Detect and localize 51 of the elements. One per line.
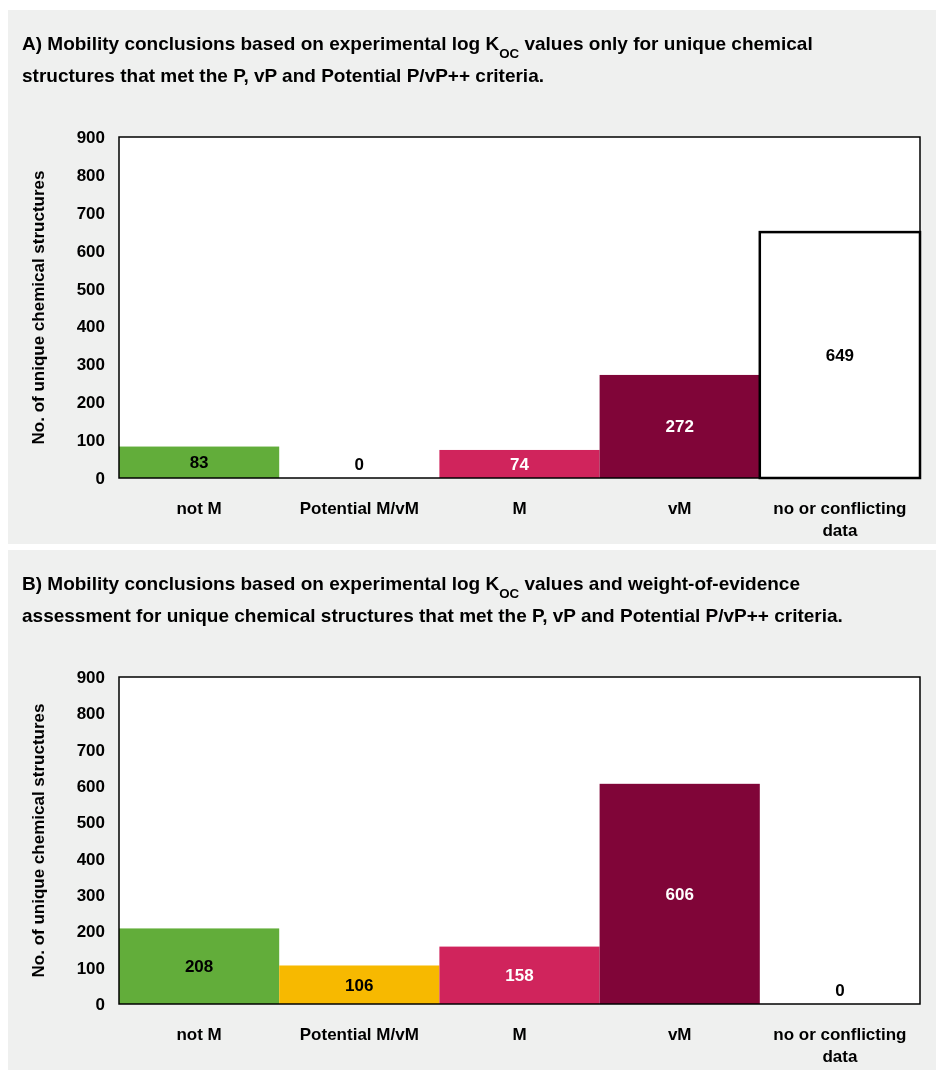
x-tick-label: M <box>512 499 527 518</box>
bar <box>279 965 440 1004</box>
y-tick-label: 200 <box>76 393 105 413</box>
bar <box>119 928 280 1004</box>
y-tick-label: 700 <box>76 203 105 223</box>
y-tick-label: 600 <box>76 241 105 261</box>
data-label: 106 <box>345 975 374 995</box>
y-axis-title: No. of unique chemical structures <box>29 170 48 445</box>
y-tick-label: 100 <box>76 431 105 451</box>
y-tick-label: 100 <box>76 958 105 978</box>
y-tick-label: 400 <box>76 317 105 337</box>
x-tick-label: not M <box>176 499 222 518</box>
chart-title: A) Mobility conclusions based on experimental log K$_{OC}$ values only for unique chemical structures that met the P, vP and Potential P/vP++ criteria. <box>22 33 813 86</box>
x-tick-label: vM <box>667 1025 692 1044</box>
x-tick-label: no or conflicting data <box>773 499 907 540</box>
data-label: 208 <box>184 957 214 977</box>
y-tick-label: 900 <box>76 128 105 147</box>
y-tick-label: 300 <box>76 355 105 375</box>
data-label: 0 <box>835 981 845 1000</box>
data-label: 272 <box>665 417 694 437</box>
data-label: 83 <box>189 453 209 473</box>
y-tick-label: 600 <box>76 777 105 796</box>
y-axis-title: No. of unique chemical structures <box>29 703 48 978</box>
y-tick-label: 400 <box>76 849 105 869</box>
bar <box>599 374 760 478</box>
y-tick-label: 300 <box>76 886 105 905</box>
y-tick-label: 200 <box>76 922 105 942</box>
x-tick-label: not M <box>176 1025 222 1044</box>
x-tick-label: Potential M/vM <box>299 499 419 518</box>
x-tick-label: no or conflicting data <box>773 1025 907 1066</box>
bar <box>439 449 600 478</box>
y-tick-label: 0 <box>95 995 105 1014</box>
data-label: 649 <box>825 346 855 366</box>
bar <box>599 783 760 1004</box>
y-tick-label: 700 <box>76 740 105 760</box>
x-tick-label: vM <box>667 499 692 518</box>
x-tick-label: Potential M/vM <box>299 1025 419 1044</box>
y-tick-label: 800 <box>76 704 105 724</box>
x-tick-label: M <box>512 1025 527 1044</box>
y-tick-label: 0 <box>95 469 105 488</box>
bar <box>439 946 600 1004</box>
y-tick-label: 800 <box>76 165 105 185</box>
chart-title: B) Mobility conclusions based on experimental log K$_{OC}$ values and weight-of-evidence assessment for unique chemical structures that met the P, vP and Potential P/vP++ criteria. <box>22 573 843 626</box>
bar <box>119 446 280 478</box>
data-label: 158 <box>505 966 534 986</box>
data-label: 606 <box>665 884 694 904</box>
data-label: 74 <box>510 454 530 474</box>
data-label: 0 <box>354 455 365 474</box>
y-tick-label: 900 <box>76 668 105 687</box>
y-tick-label: 500 <box>76 279 105 299</box>
y-tick-label: 500 <box>76 813 105 833</box>
